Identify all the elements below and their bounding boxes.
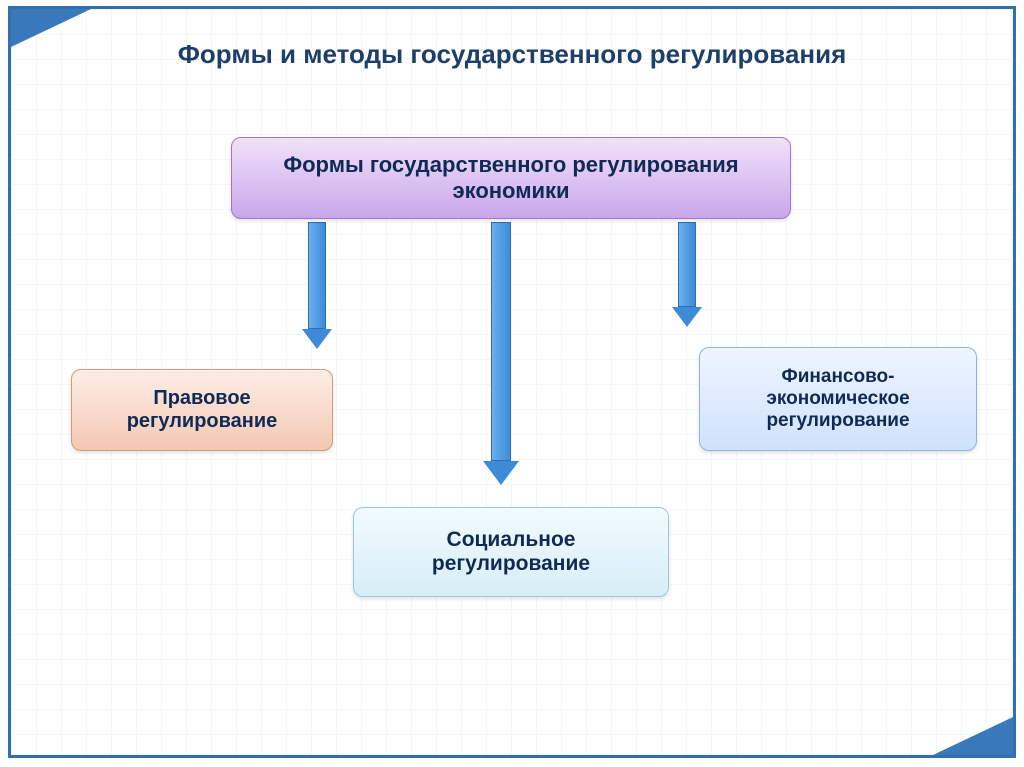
arrow-left-shaft: [308, 222, 326, 329]
root-box-label: Формы государственного регулирования эко…: [246, 152, 776, 204]
arrow-right-head: [672, 307, 702, 327]
right-box-label: Финансово-экономическое регулирование: [714, 366, 962, 432]
root-box: Формы государственного регулирования эко…: [231, 137, 791, 219]
center-box-label: Социальное регулирование: [368, 528, 654, 576]
arrow-center-head: [483, 461, 519, 485]
center-box: Социальное регулирование: [353, 507, 669, 597]
arrow-right-shaft: [678, 222, 696, 307]
slide-title: Формы и методы государственного регулиро…: [51, 39, 973, 70]
right-box: Финансово-экономическое регулирование: [699, 347, 977, 451]
left-box: Правовое регулирование: [71, 369, 333, 451]
arrow-left-head: [302, 329, 332, 349]
slide-frame: Формы и методы государственного регулиро…: [8, 6, 1016, 758]
corner-accent-bottom-right: [933, 717, 1013, 755]
left-box-label: Правовое регулирование: [86, 387, 318, 433]
arrow-center-shaft: [491, 222, 511, 461]
